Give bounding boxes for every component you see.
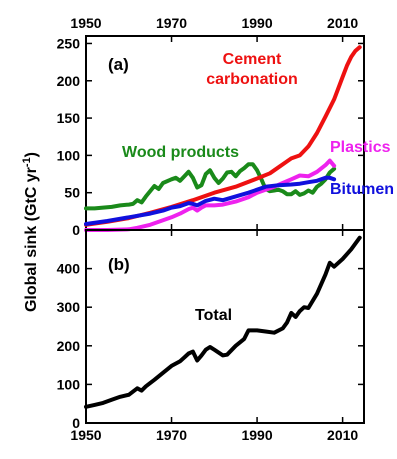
y-tick-label: 0 <box>72 222 80 238</box>
series-line-total <box>84 235 362 409</box>
y-tick-label: 150 <box>57 110 81 126</box>
total-label: Total <box>195 307 232 324</box>
y-tick-label: 0 <box>72 415 80 431</box>
x-tick-label: 1970 <box>156 15 187 31</box>
panel-b-frame <box>85 229 365 424</box>
panel-a: 0 50 100 150 200 250 1950 1970 1990 2010 (a) Wood… <box>57 15 394 238</box>
panel-b-ticks: 0 100 200 300 400 1950 1970 1990 2010 <box>57 230 364 443</box>
series-line-bitumen <box>84 175 337 226</box>
y-tick-label: 400 <box>57 261 81 277</box>
x-tick-label: 1990 <box>241 427 272 443</box>
cement-label-line2: carbonation <box>206 71 298 88</box>
x-tick-label: 1990 <box>241 15 272 31</box>
plastics-label: Plastics <box>330 139 391 156</box>
y-tick-label: 250 <box>57 35 81 51</box>
panel-b-series <box>84 235 362 409</box>
panel-a-series <box>84 45 362 232</box>
y-tick-label: 100 <box>57 376 81 392</box>
wood-products-label: Wood products <box>122 144 239 161</box>
panel-a-ticks: 0 50 100 150 200 250 1950 1970 1990 2010 <box>57 15 364 238</box>
y-tick-label: 300 <box>57 299 81 315</box>
y-tick-label: 200 <box>57 73 81 89</box>
panel-b: 0 100 200 300 400 1950 1970 1990 2010 (b) Total <box>57 229 365 443</box>
x-tick-label: 2010 <box>327 15 358 31</box>
y-tick-label: 100 <box>57 147 81 163</box>
series-line-plastics <box>84 158 337 232</box>
panel-a-label: (a) <box>108 55 129 74</box>
x-tick-label: 1950 <box>70 427 101 443</box>
y-axis-label: Global sink (GtC yr-1) <box>21 152 40 312</box>
panel-b-label: (b) <box>108 255 130 274</box>
x-tick-label: 1970 <box>156 427 187 443</box>
x-tick-label: 2010 <box>327 427 358 443</box>
y-tick-label: 50 <box>64 185 80 201</box>
x-tick-label: 1950 <box>70 15 101 31</box>
cement-label-line1: Cement <box>223 51 282 68</box>
y-tick-label: 200 <box>57 338 81 354</box>
bitumen-label: Bitumen <box>330 181 394 198</box>
series-line-wood-products <box>84 162 337 211</box>
